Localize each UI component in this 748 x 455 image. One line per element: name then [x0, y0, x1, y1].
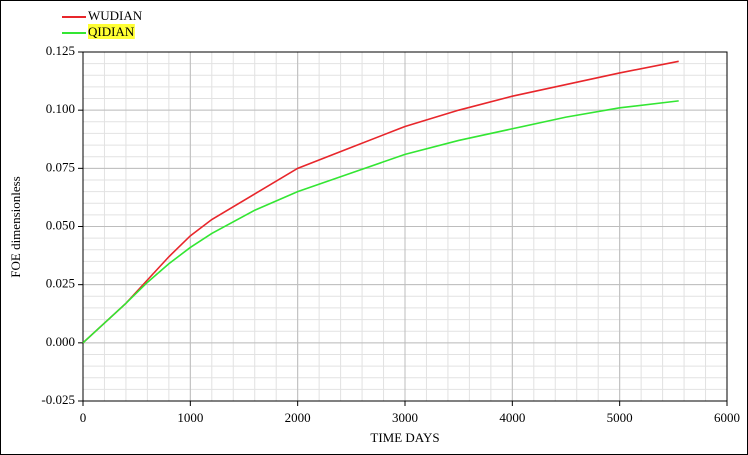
series-line — [82, 100, 679, 344]
x-tick-label: 0 — [80, 410, 87, 425]
legend-highlight — [88, 23, 135, 39]
y-axis-label: FOE dimensionless — [8, 176, 23, 277]
x-tick-label: 5000 — [607, 410, 633, 425]
y-tick-label: 0.025 — [46, 276, 75, 291]
legend-label: QIDIAN — [88, 24, 135, 39]
y-tick-label: -0.025 — [41, 392, 75, 407]
series-line — [82, 60, 679, 344]
legend-label: WUDIAN — [88, 8, 143, 23]
x-tick-label: 3000 — [392, 410, 418, 425]
y-tick-label: 0.125 — [46, 43, 75, 58]
x-tick-label: 2000 — [285, 410, 311, 425]
y-tick-label: 0.100 — [46, 101, 75, 116]
y-tick-label: 0.050 — [46, 217, 75, 232]
x-tick-label: 1000 — [177, 410, 203, 425]
y-tick-label: 0.000 — [46, 334, 75, 349]
y-tick-label: 0.075 — [46, 159, 75, 174]
x-tick-label: 6000 — [714, 410, 740, 425]
x-tick-label: 4000 — [499, 410, 525, 425]
x-axis-label: TIME DAYS — [370, 430, 439, 445]
plot-border — [82, 51, 728, 402]
